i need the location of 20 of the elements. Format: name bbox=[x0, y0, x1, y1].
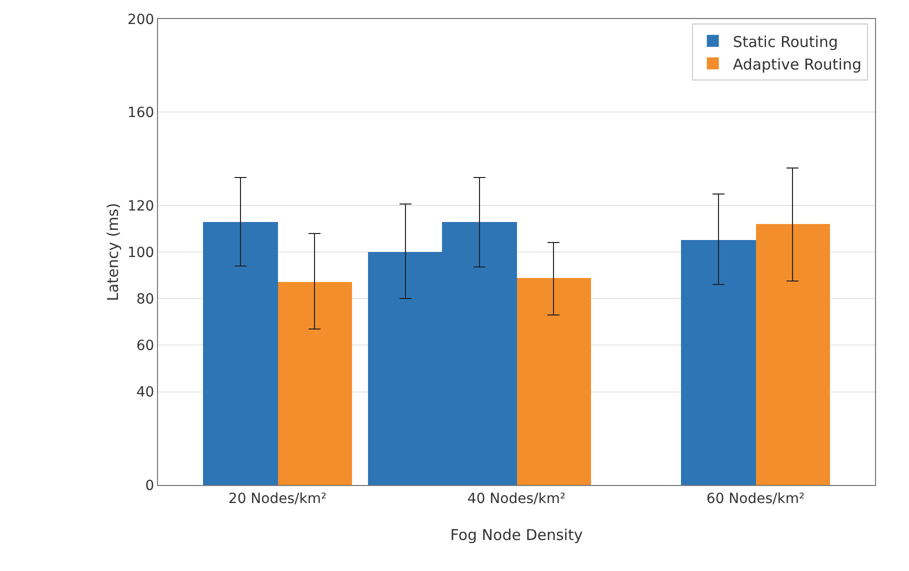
bar bbox=[278, 282, 352, 485]
x-axis-title: Fog Node Density bbox=[450, 526, 583, 544]
y-tick-label: 200 bbox=[127, 12, 154, 28]
y-tick-label: 160 bbox=[127, 105, 154, 122]
x-tick-label: 40 Nodes/km² bbox=[467, 490, 566, 507]
legend-label: Static Routing bbox=[732, 32, 838, 51]
y-tick-label: 120 bbox=[127, 198, 154, 214]
y-tick-label: 40 bbox=[136, 384, 154, 401]
y-tick-label: 80 bbox=[136, 292, 154, 308]
bar bbox=[681, 240, 756, 485]
x-tick-label: 60 Nodes/km² bbox=[706, 490, 805, 507]
legend-label: Adaptive Routing bbox=[732, 55, 862, 74]
y-tick-label: 100 bbox=[127, 244, 154, 261]
bar bbox=[756, 224, 830, 485]
bar bbox=[203, 222, 278, 485]
x-tick-label: 20 Nodes/km² bbox=[228, 490, 327, 507]
y-tick-label: 60 bbox=[136, 338, 154, 354]
y-axis-title: Latency (ms) bbox=[104, 202, 122, 302]
y-tick-label: 0 bbox=[145, 478, 154, 494]
bar bbox=[517, 278, 591, 485]
